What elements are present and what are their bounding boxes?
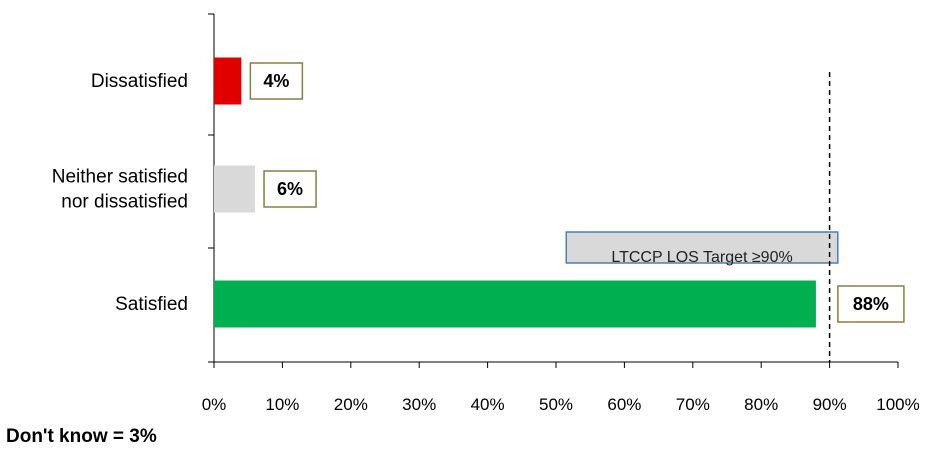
bar — [214, 165, 256, 213]
data-label-box — [837, 285, 905, 323]
x-tick-label: 50% — [539, 395, 573, 414]
x-tick-label: 80% — [744, 395, 778, 414]
x-tick-label: 90% — [813, 395, 847, 414]
x-tick-label: 100% — [876, 395, 919, 414]
bar — [214, 280, 816, 328]
data-label: 6% — [277, 179, 303, 199]
data-label-box — [263, 170, 317, 208]
category-label: Dissatisfied — [91, 71, 188, 92]
bar — [214, 57, 242, 105]
x-tick-label: 30% — [402, 395, 436, 414]
x-tick-label: 70% — [676, 395, 710, 414]
data-label-box — [249, 62, 304, 100]
x-tick-label: 20% — [334, 395, 368, 414]
category-label: Satisfied — [115, 294, 188, 315]
target-annotation-text: LTCCP LOS Target ≥90% — [611, 249, 792, 266]
target-annotation-box — [565, 231, 839, 264]
x-tick-label: 10% — [265, 395, 299, 414]
x-tick-label: 40% — [471, 395, 505, 414]
bar-chart: 0% 10% 20% 30% 40% 50% 60% 70% 80% 90% 100% Dissati… — [52, 13, 920, 414]
x-tick-label: 60% — [607, 395, 641, 414]
data-label: 4% — [263, 71, 289, 91]
x-tick-label: 0% — [202, 395, 227, 414]
category-label: Neither satisfied nor dissatisfied — [52, 167, 188, 213]
footnote: Don't know = 3% — [6, 426, 157, 447]
data-label: 88% — [853, 294, 889, 314]
